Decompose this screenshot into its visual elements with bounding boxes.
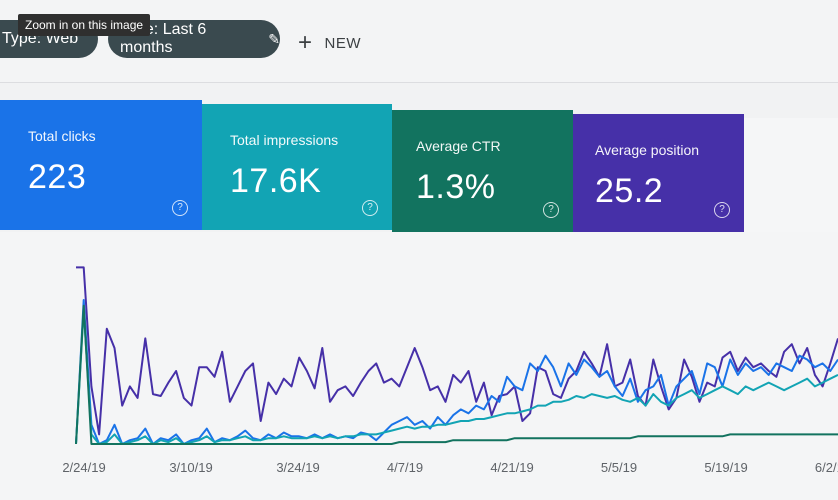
x-tick-label: 4/7/19 bbox=[387, 460, 423, 475]
metric-value: 17.6K bbox=[230, 162, 322, 200]
x-tick-label: 5/5/19 bbox=[601, 460, 637, 475]
metric-card-total-clicks[interactable]: Total clicks 223 ? bbox=[0, 100, 202, 230]
help-icon[interactable]: ? bbox=[714, 202, 730, 218]
x-tick-label: 4/21/19 bbox=[490, 460, 533, 475]
performance-chart-area bbox=[0, 232, 838, 500]
help-icon[interactable]: ? bbox=[543, 202, 559, 218]
metric-label: Average CTR bbox=[416, 138, 501, 154]
metric-card-total-impressions[interactable]: Total impressions 17.6K ? bbox=[202, 104, 392, 230]
help-icon[interactable]: ? bbox=[362, 200, 378, 216]
metric-label: Average position bbox=[595, 142, 700, 158]
series-line-0[interactable] bbox=[76, 266, 838, 436]
plus-icon: + bbox=[298, 29, 313, 56]
new-filter-label: NEW bbox=[324, 34, 362, 52]
metric-label: Total impressions bbox=[230, 132, 339, 148]
series-line-2[interactable] bbox=[75, 308, 838, 445]
zoom-tooltip: Zoom in on this image bbox=[18, 14, 151, 36]
x-tick-label: 3/10/19 bbox=[169, 460, 212, 475]
metric-value: 25.2 bbox=[595, 172, 664, 210]
metric-card-average-position[interactable]: Average position 25.2 ? bbox=[573, 114, 744, 232]
help-icon[interactable]: ? bbox=[172, 200, 188, 216]
metric-value: 223 bbox=[28, 158, 87, 196]
performance-line-chart[interactable]: 2/24/19 3/10/19 3/24/19 4/7/19 4/21/19 5/5/19… bbox=[0, 232, 838, 500]
series-line-3[interactable] bbox=[75, 304, 838, 445]
series-line-1[interactable] bbox=[75, 299, 838, 445]
pencil-icon[interactable]: ✎ bbox=[268, 30, 280, 47]
x-tick-label: 2/24/19 bbox=[62, 460, 105, 475]
x-tick-label: 3/24/19 bbox=[276, 460, 319, 475]
filter-bar: Type: Web Date: Last 6 months ✎ + NEW bbox=[0, 0, 838, 83]
metric-card-average-ctr[interactable]: Average CTR 1.3% ? bbox=[392, 110, 573, 232]
x-tick-label: 5/19/19 bbox=[704, 460, 747, 475]
x-tick-label: 6/2/19 bbox=[815, 460, 838, 475]
metric-card-spacer bbox=[744, 118, 838, 232]
metric-value: 1.3% bbox=[416, 168, 496, 206]
new-filter-button[interactable]: + NEW bbox=[298, 28, 361, 58]
metric-label: Total clicks bbox=[28, 128, 96, 144]
date-filter-chip[interactable]: Date: Last 6 months ✎ bbox=[108, 20, 280, 58]
